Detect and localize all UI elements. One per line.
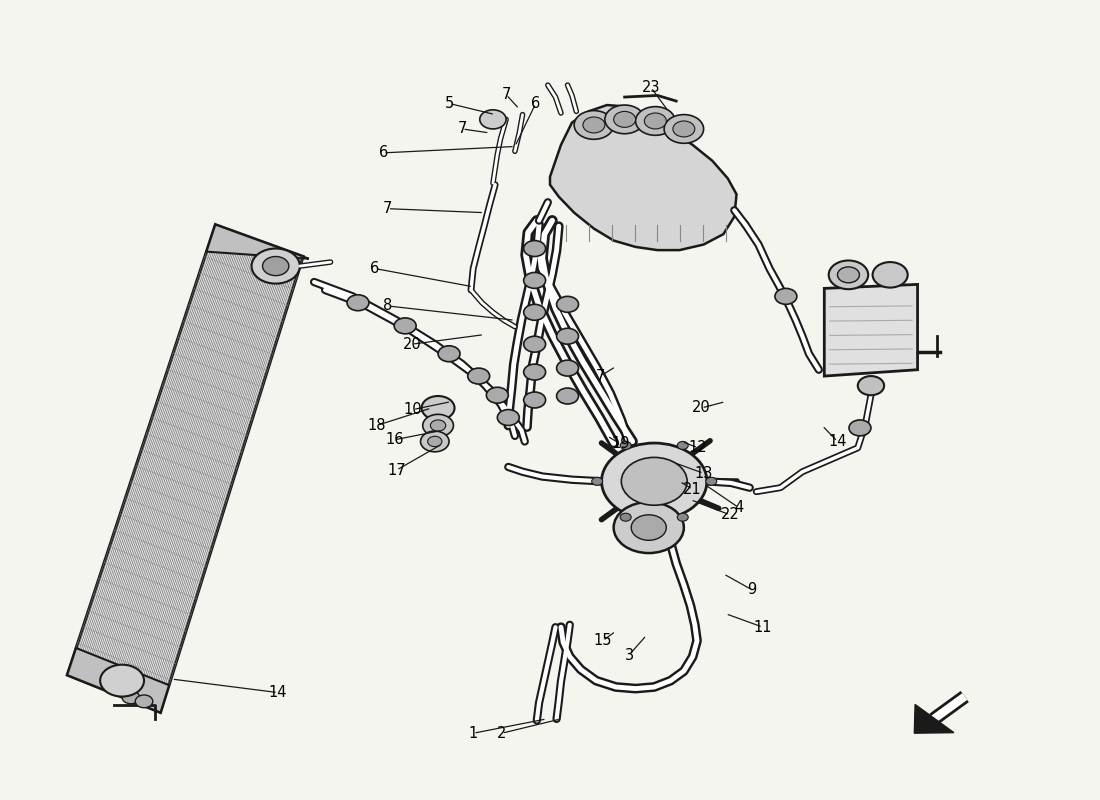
Circle shape — [620, 442, 631, 450]
Circle shape — [872, 262, 908, 287]
Circle shape — [524, 364, 546, 380]
Circle shape — [135, 695, 153, 708]
Text: 6: 6 — [378, 146, 388, 160]
Circle shape — [422, 414, 453, 437]
Circle shape — [524, 241, 546, 257]
Circle shape — [421, 396, 454, 420]
Circle shape — [524, 304, 546, 320]
Circle shape — [346, 294, 368, 310]
Text: 7: 7 — [458, 122, 466, 137]
Circle shape — [678, 514, 689, 522]
Circle shape — [420, 431, 449, 452]
Circle shape — [645, 113, 667, 129]
Circle shape — [486, 387, 508, 403]
Text: 20: 20 — [692, 401, 711, 415]
Text: 11: 11 — [754, 620, 772, 634]
Circle shape — [524, 273, 546, 288]
Text: 14: 14 — [828, 434, 847, 449]
Circle shape — [614, 111, 636, 127]
Circle shape — [524, 336, 546, 352]
Circle shape — [263, 257, 289, 276]
Circle shape — [557, 388, 579, 404]
Text: 15: 15 — [593, 634, 612, 648]
Text: 22: 22 — [720, 507, 739, 522]
Circle shape — [480, 110, 506, 129]
Text: 3: 3 — [625, 648, 634, 662]
Polygon shape — [914, 705, 954, 734]
Text: 19: 19 — [610, 436, 629, 451]
Polygon shape — [207, 225, 309, 258]
Circle shape — [678, 442, 689, 450]
Polygon shape — [67, 648, 169, 713]
Text: 12: 12 — [689, 440, 707, 455]
Circle shape — [614, 502, 684, 553]
Text: 8: 8 — [383, 298, 393, 314]
Circle shape — [100, 665, 144, 697]
Circle shape — [497, 410, 519, 426]
Circle shape — [849, 420, 871, 436]
Circle shape — [430, 420, 446, 431]
Circle shape — [858, 376, 884, 395]
Text: 6: 6 — [531, 96, 540, 111]
Polygon shape — [550, 105, 737, 250]
Circle shape — [122, 691, 140, 704]
Text: 4: 4 — [734, 500, 744, 515]
Circle shape — [428, 436, 442, 446]
Text: 16: 16 — [385, 432, 404, 447]
Circle shape — [394, 318, 416, 334]
Circle shape — [574, 110, 614, 139]
Circle shape — [631, 515, 667, 540]
Circle shape — [605, 105, 645, 134]
Circle shape — [706, 478, 717, 486]
Circle shape — [438, 346, 460, 362]
Circle shape — [620, 514, 631, 522]
Text: 5: 5 — [444, 96, 453, 111]
Text: 1: 1 — [469, 726, 477, 741]
Text: 23: 23 — [641, 80, 660, 95]
Circle shape — [774, 288, 796, 304]
Circle shape — [468, 368, 490, 384]
Circle shape — [557, 328, 579, 344]
Circle shape — [252, 249, 300, 284]
Polygon shape — [824, 285, 917, 376]
Circle shape — [592, 478, 603, 486]
Text: 9: 9 — [747, 582, 757, 598]
Polygon shape — [67, 225, 304, 713]
Text: 13: 13 — [694, 466, 713, 481]
Circle shape — [673, 121, 695, 137]
Circle shape — [837, 267, 859, 283]
Text: 20: 20 — [403, 337, 421, 352]
Circle shape — [583, 117, 605, 133]
Text: 2: 2 — [497, 726, 506, 741]
Text: 7: 7 — [596, 369, 605, 383]
Circle shape — [636, 106, 675, 135]
Text: 7: 7 — [383, 201, 393, 216]
Circle shape — [621, 458, 688, 506]
Circle shape — [524, 392, 546, 408]
Circle shape — [828, 261, 868, 289]
Text: 10: 10 — [404, 402, 422, 417]
Circle shape — [664, 114, 704, 143]
Text: 7: 7 — [502, 87, 510, 102]
Text: 17: 17 — [387, 462, 406, 478]
Circle shape — [602, 443, 707, 519]
Text: 6: 6 — [370, 261, 379, 276]
Text: 18: 18 — [367, 418, 386, 433]
Circle shape — [557, 296, 579, 312]
Circle shape — [557, 360, 579, 376]
Text: 21: 21 — [683, 482, 702, 497]
Text: 14: 14 — [268, 685, 287, 700]
